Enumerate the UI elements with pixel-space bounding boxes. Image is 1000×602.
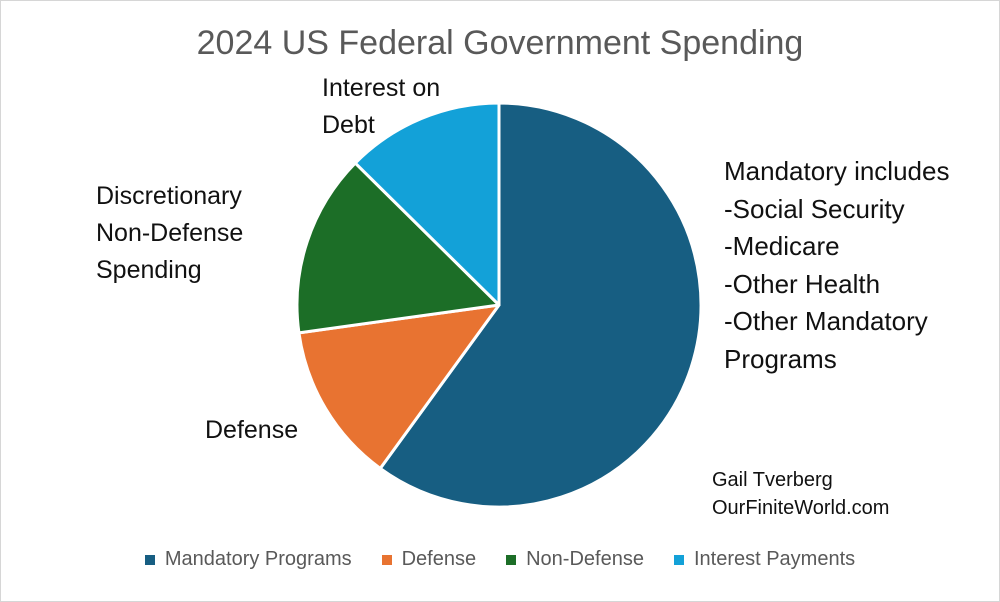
nondefense-label-line-2: Non-Defense bbox=[96, 219, 244, 247]
pie-slice-interest-payments bbox=[353, 101, 501, 307]
nondefense-label-line-1: Discretionary bbox=[96, 182, 242, 210]
legend-swatch bbox=[673, 554, 684, 565]
legend-label: Defense bbox=[401, 548, 477, 570]
discretionary-nondefense-label: Discretionary Non-Defense Spending bbox=[96, 178, 243, 289]
pie-slice-non-defense bbox=[295, 161, 501, 335]
mandatory-note-line-4: -Other Health bbox=[724, 268, 881, 299]
credit-website: OurFiniteWorld.com bbox=[712, 497, 890, 519]
interest-label-line-2: Debt bbox=[322, 111, 375, 139]
interest-on-debt-label: Interest on Debt bbox=[322, 70, 440, 144]
legend-item-interest-payments: Interest Payments bbox=[673, 548, 856, 571]
mandatory-note-line-3: -Medicare bbox=[724, 231, 840, 261]
chart-legend: Mandatory Programs Defense Non-Defense Inte… bbox=[0, 548, 1000, 571]
legend-swatch bbox=[381, 554, 392, 565]
legend-label: Interest Payments bbox=[693, 548, 856, 570]
nondefense-label-line-3: Spending bbox=[96, 256, 202, 284]
legend-item-defense: Defense bbox=[381, 548, 477, 571]
credit-author: Gail Tverberg bbox=[712, 469, 833, 491]
defense-label-line-1: Defense bbox=[205, 416, 299, 444]
pie-slice-mandatory-programs bbox=[378, 101, 703, 509]
mandatory-note-line-1: Mandatory includes bbox=[724, 156, 950, 186]
author-credit: Gail Tverberg OurFiniteWorld.com bbox=[712, 466, 889, 522]
pie-slice-defense bbox=[297, 303, 501, 470]
defense-label: Defense bbox=[205, 412, 298, 449]
legend-swatch bbox=[506, 554, 517, 565]
legend-item-mandatory-programs: Mandatory Programs bbox=[144, 548, 352, 571]
legend-swatch bbox=[144, 554, 155, 565]
mandatory-note-line-2: -Social Security bbox=[724, 193, 905, 224]
mandatory-note-line-6: Programs bbox=[724, 343, 837, 374]
interest-label-line-1: Interest on bbox=[322, 74, 441, 102]
legend-label: Non-Defense bbox=[526, 548, 644, 570]
chart-title: 2024 US Federal Government Spending bbox=[196, 24, 804, 62]
mandatory-includes-note: Mandatory includes -Social Security -Med… bbox=[724, 153, 949, 378]
legend-item-non-defense: Non-Defense bbox=[506, 548, 644, 571]
mandatory-note-line-5: -Other Mandatory bbox=[724, 306, 928, 336]
legend-label: Mandatory Programs bbox=[164, 548, 352, 570]
